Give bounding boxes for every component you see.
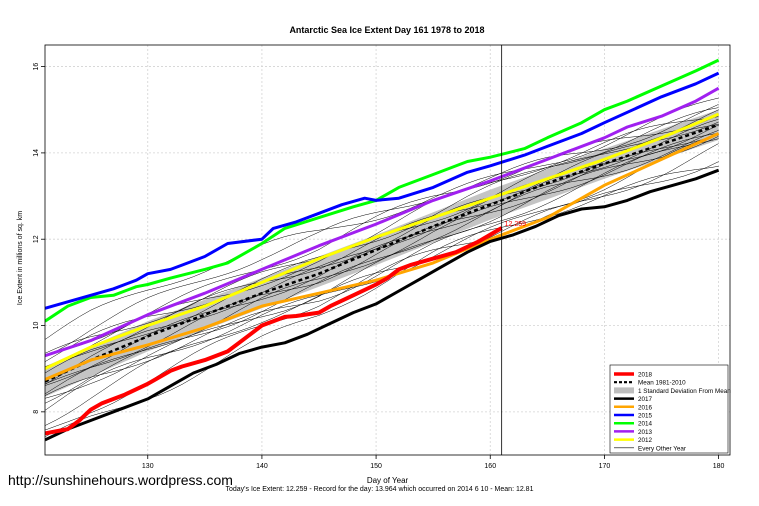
legend-label: Every Other Year bbox=[638, 445, 686, 452]
y-tick-label: 10 bbox=[33, 322, 40, 330]
series-line-2012 bbox=[45, 112, 720, 371]
series-line-2016 bbox=[45, 132, 720, 381]
legend-label: 1 Standard Deviation From Mean bbox=[638, 388, 731, 395]
series-line-2014 bbox=[45, 58, 720, 323]
plot-area bbox=[45, 58, 720, 442]
plot-border bbox=[44, 44, 731, 456]
every-other-year-line bbox=[45, 104, 719, 357]
y-tick-label: 8 bbox=[33, 410, 40, 414]
every-other-year-line bbox=[45, 118, 719, 385]
every-other-year-line bbox=[45, 136, 719, 399]
x-tick-label: 180 bbox=[713, 463, 725, 470]
legend-box bbox=[609, 364, 729, 454]
every-other-year-line bbox=[45, 116, 719, 354]
x-tick-label: 140 bbox=[256, 463, 268, 470]
series-line-2018 bbox=[45, 226, 503, 436]
x-tick-label: 170 bbox=[599, 463, 611, 470]
y-tick-label: 12 bbox=[33, 235, 40, 243]
every-other-year-line bbox=[45, 132, 719, 395]
every-other-year-line bbox=[45, 115, 719, 356]
mean-line bbox=[45, 123, 720, 383]
x-axis-label: Day of Year bbox=[366, 476, 409, 485]
legend-swatch bbox=[614, 387, 634, 394]
legend-label: 2015 bbox=[638, 413, 653, 420]
every-other-year-line bbox=[45, 107, 719, 362]
series-line-2015 bbox=[45, 71, 720, 310]
every-other-year-line bbox=[45, 166, 719, 438]
every-other-year-line bbox=[45, 138, 719, 396]
legend-label: 2016 bbox=[638, 404, 653, 411]
legend-label: 2014 bbox=[638, 421, 653, 428]
legend-label: 2018 bbox=[638, 372, 653, 379]
legend-label: 2013 bbox=[638, 429, 653, 436]
x-tick-label: 160 bbox=[484, 463, 496, 470]
y-axis-label: Ice Extent in millions of sq. km bbox=[17, 211, 24, 305]
every-other-year-line bbox=[45, 97, 719, 340]
chart-title: Antarctic Sea Ice Extent Day 161 1978 to… bbox=[289, 25, 484, 35]
y-tick-label: 14 bbox=[33, 149, 40, 157]
every-other-year-line bbox=[45, 143, 719, 426]
x-tick-label: 150 bbox=[370, 463, 382, 470]
series-line-2017 bbox=[45, 168, 720, 442]
legend-label: 2017 bbox=[638, 396, 653, 403]
series-line-2013 bbox=[45, 86, 720, 358]
legend-label: 2012 bbox=[638, 437, 653, 444]
legend-label: Mean 1981-2010 bbox=[638, 380, 686, 387]
x-tick-label: 130 bbox=[142, 463, 154, 470]
current-value-annotation: 12.259 bbox=[505, 221, 527, 228]
footer-summary: Today's Ice Extent: 12.259 - Record for … bbox=[225, 486, 534, 493]
y-tick-label: 16 bbox=[33, 63, 40, 71]
every-other-year-line bbox=[45, 130, 719, 404]
watermark-url: http://sunshinehours.wordpress.com bbox=[8, 472, 233, 488]
